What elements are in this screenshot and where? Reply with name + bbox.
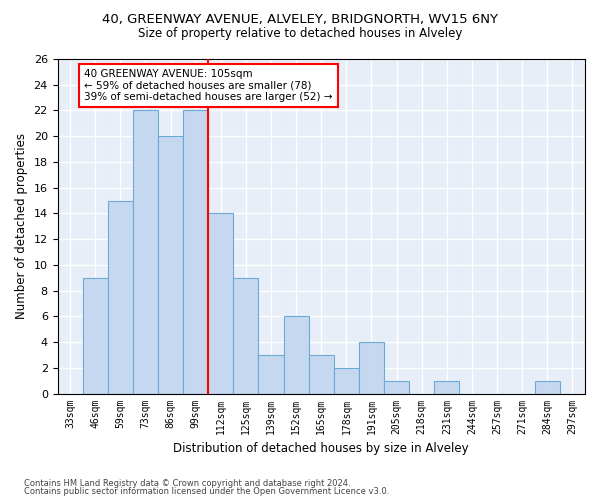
Bar (535, 380, 560, 394)
Text: Size of property relative to detached houses in Alveley: Size of property relative to detached ho… (138, 28, 462, 40)
Bar (259, 355, 284, 394)
X-axis label: Distribution of detached houses by size in Alveley: Distribution of detached houses by size … (173, 442, 469, 455)
Bar (359, 342, 384, 394)
Text: Contains HM Land Registry data © Crown copyright and database right 2024.: Contains HM Land Registry data © Crown c… (24, 478, 350, 488)
Bar (309, 355, 334, 394)
Bar (384, 380, 409, 394)
Bar (83, 278, 108, 394)
Bar (434, 380, 460, 394)
Bar (133, 110, 158, 394)
Text: 40, GREENWAY AVENUE, ALVELEY, BRIDGNORTH, WV15 6NY: 40, GREENWAY AVENUE, ALVELEY, BRIDGNORTH… (102, 12, 498, 26)
Y-axis label: Number of detached properties: Number of detached properties (15, 134, 28, 320)
Bar (183, 110, 208, 394)
Bar (208, 214, 233, 394)
Bar (233, 278, 259, 394)
Bar (334, 368, 359, 394)
Text: 40 GREENWAY AVENUE: 105sqm
← 59% of detached houses are smaller (78)
39% of semi: 40 GREENWAY AVENUE: 105sqm ← 59% of deta… (84, 69, 332, 102)
Bar (108, 200, 133, 394)
Bar (158, 136, 183, 394)
Text: Contains public sector information licensed under the Open Government Licence v3: Contains public sector information licen… (24, 487, 389, 496)
Bar (284, 316, 309, 394)
